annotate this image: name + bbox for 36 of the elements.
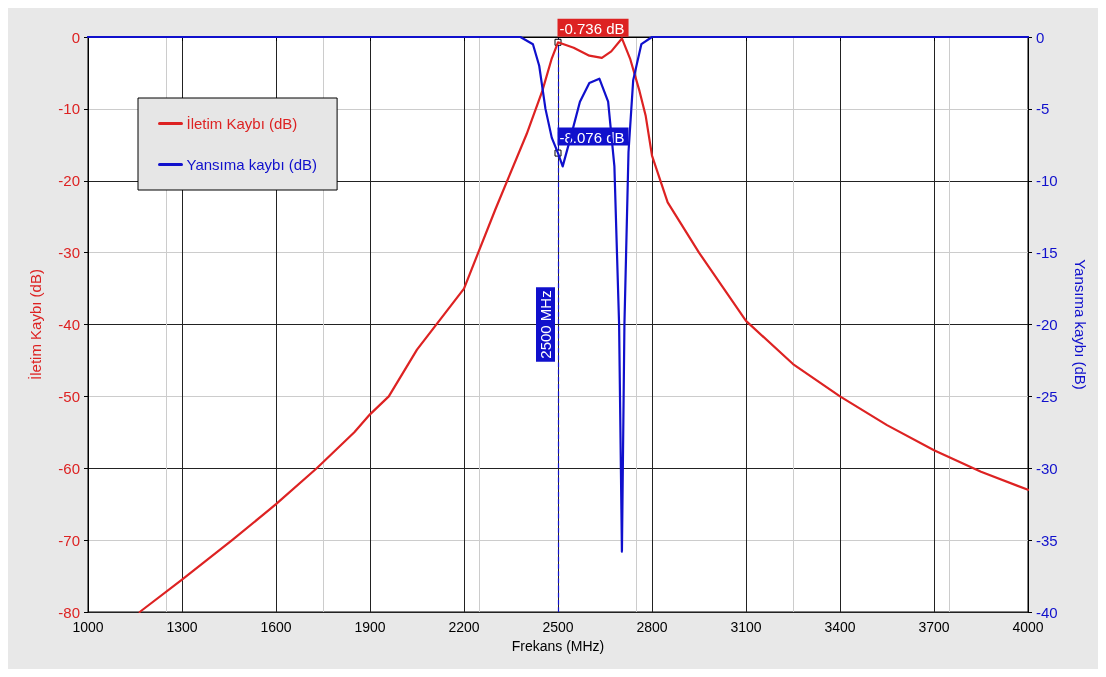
y-tick-label: -30 — [58, 244, 80, 262]
y-tick-label: -80 — [58, 603, 80, 621]
legend-label: İletim Kaybı (dB) — [186, 115, 298, 132]
y2-tick-label: -40 — [1036, 603, 1058, 621]
y2-tick-label: -5 — [1036, 100, 1050, 118]
x-tick-label: 2800 — [636, 619, 668, 635]
annotation: -0.736 dB — [559, 19, 625, 37]
x-tick-label: 1300 — [166, 619, 198, 635]
x-tick-label: 4000 — [1012, 619, 1044, 635]
y2-axis-title: Yansıma kaybı (dB) — [1072, 259, 1089, 390]
y-tick-label: -70 — [58, 531, 80, 549]
y-tick-label: -60 — [58, 459, 80, 477]
y-axis-title: İletim Kaybı (dB) — [27, 269, 44, 380]
y2-tick-label: -35 — [1036, 531, 1058, 549]
y2-tick-label: -20 — [1036, 316, 1058, 333]
y-tick-label: 0 — [71, 28, 80, 46]
x-tick-label: 1000 — [72, 619, 104, 635]
x-tick-label: 1900 — [354, 619, 386, 635]
y-tick-label: -50 — [58, 387, 80, 405]
y-tick-label: -20 — [58, 172, 80, 190]
x-tick-label: 2500 — [542, 619, 574, 635]
y-tick-label: -10 — [58, 100, 80, 118]
y2-tick-label: -25 — [1036, 387, 1058, 405]
legend-label: Yansıma kaybı (dB) — [186, 156, 318, 173]
ref-line-label: 2500 MHz — [537, 290, 554, 359]
x-tick-label: 3100 — [730, 619, 762, 635]
x-tick-label: 3700 — [918, 619, 950, 635]
y-tick-label: -40 — [58, 316, 80, 333]
x-tick-label: 3400 — [824, 619, 856, 635]
y2-tick-label: -10 — [1036, 172, 1058, 190]
y2-tick-label: -30 — [1036, 459, 1058, 477]
x-tick-label: 1600 — [260, 619, 292, 635]
y2-tick-label: -15 — [1036, 244, 1058, 262]
x-tick-label: 2200 — [448, 619, 480, 635]
y2-tick-label: 0 — [1036, 28, 1045, 46]
x-axis-title: Frekans (MHz) — [511, 637, 605, 654]
